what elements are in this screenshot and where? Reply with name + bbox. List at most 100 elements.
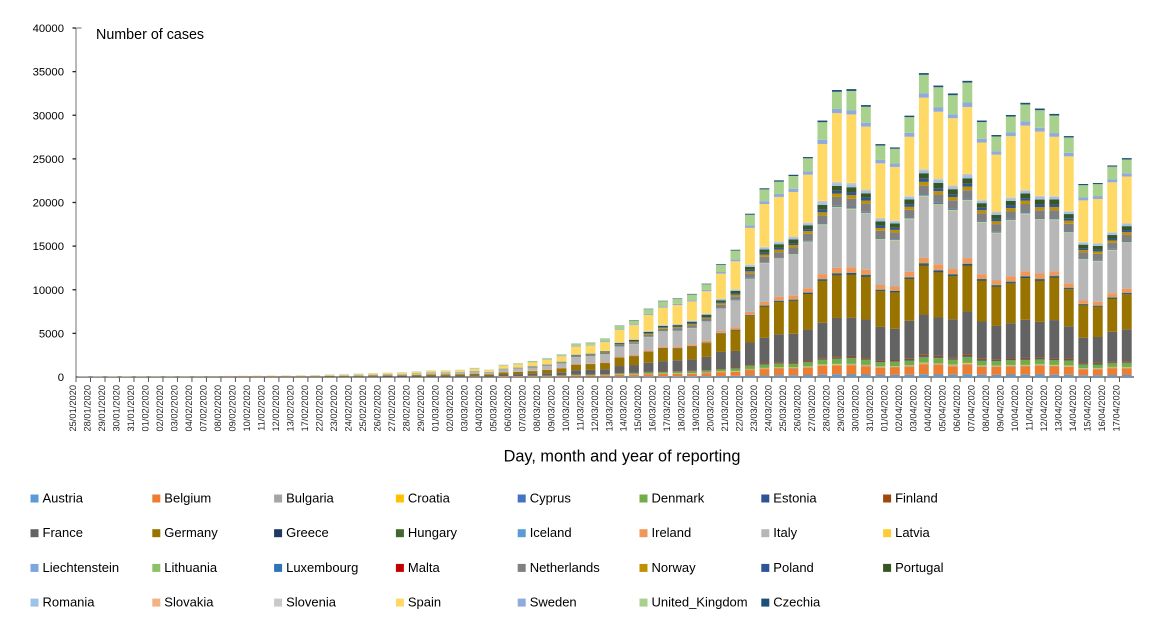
svg-text:Czechia: Czechia bbox=[773, 595, 821, 610]
svg-text:United_Kingdom: United_Kingdom bbox=[652, 595, 748, 610]
svg-text:08/02/2020: 08/02/2020 bbox=[213, 385, 223, 432]
svg-text:03/02/2020: 03/02/2020 bbox=[169, 385, 179, 432]
svg-text:04/04/2020: 04/04/2020 bbox=[923, 385, 933, 432]
svg-text:Estonia: Estonia bbox=[773, 491, 817, 506]
svg-text:22/02/2020: 22/02/2020 bbox=[314, 385, 324, 432]
svg-text:Italy: Italy bbox=[773, 525, 797, 540]
svg-text:Hungary: Hungary bbox=[408, 525, 458, 540]
svg-text:03/03/2020: 03/03/2020 bbox=[459, 385, 469, 432]
svg-text:01/02/2020: 01/02/2020 bbox=[140, 385, 150, 432]
svg-text:27/03/2020: 27/03/2020 bbox=[807, 385, 817, 432]
svg-text:08/04/2020: 08/04/2020 bbox=[981, 385, 991, 432]
svg-text:12/03/2020: 12/03/2020 bbox=[590, 385, 600, 432]
svg-text:20000: 20000 bbox=[33, 198, 64, 210]
svg-text:09/02/2020: 09/02/2020 bbox=[227, 385, 237, 432]
svg-text:Denmark: Denmark bbox=[652, 491, 705, 506]
svg-text:Cyprus: Cyprus bbox=[530, 491, 572, 506]
svg-text:Day, month and year of reporti: Day, month and year of reporting bbox=[504, 448, 741, 466]
svg-text:11/04/2020: 11/04/2020 bbox=[1025, 385, 1035, 431]
svg-text:Sweden: Sweden bbox=[530, 595, 577, 610]
svg-text:17/02/2020: 17/02/2020 bbox=[300, 385, 310, 432]
svg-text:25000: 25000 bbox=[33, 154, 64, 166]
svg-text:25/01/2020: 25/01/2020 bbox=[68, 385, 78, 432]
svg-text:02/03/2020: 02/03/2020 bbox=[445, 385, 455, 432]
svg-text:Luxembourg: Luxembourg bbox=[286, 560, 358, 575]
svg-text:14/04/2020: 14/04/2020 bbox=[1068, 385, 1078, 432]
svg-text:07/02/2020: 07/02/2020 bbox=[198, 385, 208, 432]
svg-text:Liechtenstein: Liechtenstein bbox=[43, 560, 120, 575]
svg-text:Belgium: Belgium bbox=[164, 491, 211, 506]
svg-text:07/04/2020: 07/04/2020 bbox=[967, 385, 977, 432]
svg-text:15/04/2020: 15/04/2020 bbox=[1083, 385, 1093, 432]
svg-text:15/03/2020: 15/03/2020 bbox=[633, 385, 643, 432]
svg-text:12/02/2020: 12/02/2020 bbox=[271, 385, 281, 432]
svg-text:25/03/2020: 25/03/2020 bbox=[778, 385, 788, 432]
svg-text:12/04/2020: 12/04/2020 bbox=[1039, 385, 1049, 432]
svg-text:28/01/2020: 28/01/2020 bbox=[82, 385, 92, 432]
svg-text:16/04/2020: 16/04/2020 bbox=[1097, 385, 1107, 432]
svg-text:29/03/2020: 29/03/2020 bbox=[836, 385, 846, 432]
svg-text:11/02/2020: 11/02/2020 bbox=[256, 385, 266, 431]
svg-text:24/03/2020: 24/03/2020 bbox=[764, 385, 774, 432]
svg-text:30/03/2020: 30/03/2020 bbox=[851, 385, 861, 432]
svg-text:Lithuania: Lithuania bbox=[164, 560, 218, 575]
svg-text:Croatia: Croatia bbox=[408, 491, 451, 506]
svg-text:26/02/2020: 26/02/2020 bbox=[372, 385, 382, 432]
svg-text:09/03/2020: 09/03/2020 bbox=[546, 385, 556, 432]
svg-text:10/04/2020: 10/04/2020 bbox=[1010, 385, 1020, 432]
svg-text:28/02/2020: 28/02/2020 bbox=[401, 385, 411, 432]
svg-text:22/03/2020: 22/03/2020 bbox=[735, 385, 745, 432]
svg-text:10000: 10000 bbox=[33, 285, 64, 297]
svg-text:17/04/2020: 17/04/2020 bbox=[1112, 385, 1122, 432]
svg-text:10/02/2020: 10/02/2020 bbox=[242, 385, 252, 432]
svg-text:20/03/2020: 20/03/2020 bbox=[706, 385, 716, 432]
svg-text:Malta: Malta bbox=[408, 560, 441, 575]
svg-text:01/03/2020: 01/03/2020 bbox=[430, 385, 440, 432]
svg-text:05/04/2020: 05/04/2020 bbox=[938, 385, 948, 432]
svg-text:30000: 30000 bbox=[33, 110, 64, 122]
svg-text:29/02/2020: 29/02/2020 bbox=[416, 385, 426, 432]
svg-text:23/03/2020: 23/03/2020 bbox=[749, 385, 759, 432]
svg-text:Romania: Romania bbox=[43, 595, 96, 610]
svg-text:Latvia: Latvia bbox=[895, 525, 930, 540]
svg-text:04/02/2020: 04/02/2020 bbox=[184, 385, 194, 432]
svg-text:31/03/2020: 31/03/2020 bbox=[865, 385, 875, 432]
svg-text:11/03/2020: 11/03/2020 bbox=[575, 385, 585, 431]
svg-text:25/02/2020: 25/02/2020 bbox=[358, 385, 368, 432]
svg-text:40000: 40000 bbox=[33, 23, 64, 35]
svg-text:31/01/2020: 31/01/2020 bbox=[126, 385, 136, 432]
svg-text:02/02/2020: 02/02/2020 bbox=[155, 385, 165, 432]
svg-text:Ireland: Ireland bbox=[652, 525, 692, 540]
svg-text:Greece: Greece bbox=[286, 525, 329, 540]
svg-text:02/04/2020: 02/04/2020 bbox=[894, 385, 904, 432]
svg-text:35000: 35000 bbox=[33, 67, 64, 79]
svg-text:01/04/2020: 01/04/2020 bbox=[880, 385, 890, 432]
svg-text:03/04/2020: 03/04/2020 bbox=[909, 385, 919, 432]
svg-text:Austria: Austria bbox=[43, 491, 84, 506]
svg-text:26/03/2020: 26/03/2020 bbox=[793, 385, 803, 432]
svg-text:09/04/2020: 09/04/2020 bbox=[996, 385, 1006, 432]
svg-text:Norway: Norway bbox=[652, 560, 697, 575]
svg-text:16/03/2020: 16/03/2020 bbox=[648, 385, 658, 432]
svg-text:13/04/2020: 13/04/2020 bbox=[1054, 385, 1064, 432]
svg-text:08/03/2020: 08/03/2020 bbox=[532, 385, 542, 432]
svg-text:Portugal: Portugal bbox=[895, 560, 944, 575]
svg-text:Iceland: Iceland bbox=[530, 525, 572, 540]
svg-text:15000: 15000 bbox=[33, 241, 64, 253]
svg-text:14/03/2020: 14/03/2020 bbox=[619, 385, 629, 432]
svg-text:10/03/2020: 10/03/2020 bbox=[561, 385, 571, 432]
svg-text:21/03/2020: 21/03/2020 bbox=[720, 385, 730, 432]
svg-text:24/02/2020: 24/02/2020 bbox=[343, 385, 353, 432]
svg-text:0: 0 bbox=[58, 372, 64, 384]
svg-text:Finland: Finland bbox=[895, 491, 938, 506]
svg-text:5000: 5000 bbox=[39, 328, 64, 340]
svg-text:13/03/2020: 13/03/2020 bbox=[604, 385, 614, 432]
svg-text:19/03/2020: 19/03/2020 bbox=[691, 385, 701, 432]
svg-text:06/04/2020: 06/04/2020 bbox=[952, 385, 962, 432]
svg-text:17/03/2020: 17/03/2020 bbox=[662, 385, 672, 432]
svg-text:Netherlands: Netherlands bbox=[530, 560, 601, 575]
svg-text:29/01/2020: 29/01/2020 bbox=[97, 385, 107, 432]
svg-text:Bulgaria: Bulgaria bbox=[286, 491, 334, 506]
svg-text:France: France bbox=[43, 525, 83, 540]
svg-text:07/03/2020: 07/03/2020 bbox=[517, 385, 527, 432]
